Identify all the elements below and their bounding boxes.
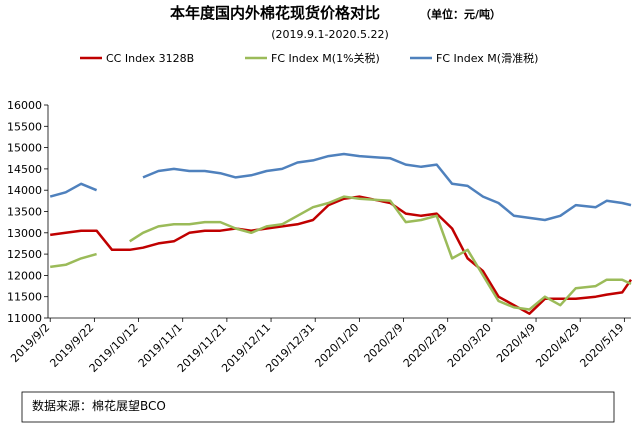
source: 数据来源：棉花展望BCO bbox=[32, 398, 166, 413]
y-tick-label: 16000 bbox=[7, 99, 42, 112]
series-line bbox=[49, 152, 632, 222]
y-tick-label: 13500 bbox=[7, 206, 42, 219]
source-box bbox=[21, 391, 615, 423]
y-tick-label: 11000 bbox=[7, 312, 42, 325]
y-tick-label: 11500 bbox=[7, 291, 42, 304]
subtitle: (2019.9.1-2020.5.22) bbox=[271, 28, 389, 41]
y-tick-label: 12000 bbox=[7, 269, 42, 282]
y-tick-label: 15000 bbox=[7, 142, 42, 155]
series-line bbox=[50, 195, 632, 311]
chart-title: 本年度国内外棉花现货价格对比 bbox=[170, 4, 380, 22]
y-tick-label: 12500 bbox=[7, 248, 42, 261]
legend-label: FC Index M(滑准税) bbox=[436, 51, 538, 65]
legend-label: CC Index 3128B bbox=[106, 52, 194, 65]
y-tick-label: 14000 bbox=[7, 184, 42, 197]
y-tick-label: 14500 bbox=[7, 163, 42, 176]
unit-note: （单位：元/吨） bbox=[420, 7, 501, 21]
series-line bbox=[50, 195, 633, 315]
y-tick-label: 13000 bbox=[7, 227, 42, 240]
y-tick-label: 15500 bbox=[7, 120, 42, 133]
legend-label: FC Index M(1%关税) bbox=[271, 51, 380, 65]
